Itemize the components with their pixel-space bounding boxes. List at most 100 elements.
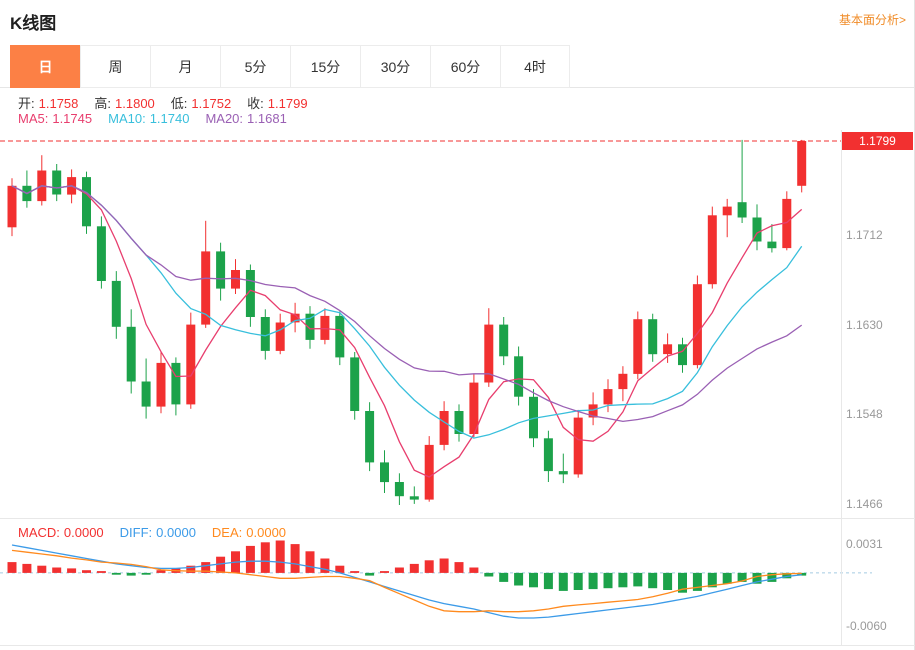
candle-body xyxy=(603,389,613,405)
candle-body xyxy=(588,404,598,418)
macd-bar xyxy=(7,562,17,573)
period-tabs: 日周月 5分 15分 30分 60分 4时 xyxy=(0,45,914,88)
ma20-line xyxy=(11,185,803,423)
candle-body xyxy=(439,411,449,445)
tab-周[interactable]: 周 xyxy=(80,45,150,88)
macd-axis-label: 0.0031 xyxy=(846,537,883,551)
macd-bar xyxy=(67,568,77,573)
candle-body xyxy=(52,170,62,195)
candle-body xyxy=(111,280,121,327)
candle-body xyxy=(141,381,151,407)
candle-body xyxy=(126,326,136,382)
candle-body xyxy=(171,362,181,405)
candle-body xyxy=(573,417,583,475)
legend-item: DEA: 0.0000 xyxy=(211,525,287,540)
macd-legend: MACD: 0.0000 DIFF: 0.0000 DEA: 0.0000 xyxy=(18,525,286,540)
main-chart-canvas[interactable] xyxy=(0,130,841,518)
candle-body xyxy=(558,471,568,475)
macd-bar xyxy=(558,572,568,591)
candle-body xyxy=(722,206,732,216)
candle-body xyxy=(529,396,538,439)
candle-body xyxy=(216,251,226,289)
tab-15分[interactable]: 15分 xyxy=(290,45,360,88)
macd-bar xyxy=(126,572,136,576)
candle-body xyxy=(96,226,106,281)
macd-bar xyxy=(469,567,479,573)
macd-bar xyxy=(96,571,106,573)
tab-5分[interactable]: 5分 xyxy=(220,45,290,88)
ma10-line xyxy=(11,185,803,439)
macd-bar xyxy=(692,572,702,591)
macd-bar xyxy=(290,544,300,573)
candle-body xyxy=(394,482,404,497)
macd-bar xyxy=(305,551,315,573)
macd-bar xyxy=(186,565,196,573)
macd-bar xyxy=(618,572,628,588)
tab-30分[interactable]: 30分 xyxy=(360,45,430,88)
ma5-line xyxy=(11,185,803,478)
macd-bar xyxy=(409,563,419,573)
macd-bar xyxy=(603,572,613,589)
tab-4时[interactable]: 4时 xyxy=(500,45,570,88)
candle-body xyxy=(380,462,389,483)
ma-legend: MA5: 1.1745 MA10: 1.1740 MA20: 1.1681 xyxy=(18,111,287,126)
candle-body xyxy=(469,382,479,434)
candle-body xyxy=(767,241,777,249)
macd-bar xyxy=(245,545,255,573)
macd-bar xyxy=(663,572,673,590)
candle-body xyxy=(201,251,211,325)
candle-body xyxy=(618,373,628,390)
legend-item: 高: 1.1800 xyxy=(94,96,155,111)
chart-region: 开: 1.1758 高: 1.1800 低: 1.1752 收: 1.1799 MA5: 1.1… xyxy=(0,88,915,650)
titlebar: K线图 基本面分析> xyxy=(0,0,914,45)
fundamental-analysis-link[interactable]: 基本面分析> xyxy=(838,13,906,27)
macd-bar xyxy=(722,572,732,584)
legend-item: 开: 1.1758 xyxy=(18,96,79,111)
candle-body xyxy=(737,202,747,218)
candle-body xyxy=(514,356,524,397)
macd-bar xyxy=(82,570,91,573)
macd-bar xyxy=(424,560,434,573)
macd-bar xyxy=(37,565,47,573)
candle-body xyxy=(231,270,240,289)
candle-body xyxy=(454,411,464,434)
dea-line xyxy=(11,549,802,613)
candle-body xyxy=(678,344,687,366)
candle-body xyxy=(186,324,196,405)
macd-bar xyxy=(633,572,643,587)
tab-60分[interactable]: 60分 xyxy=(430,45,500,88)
page-title: K线图 xyxy=(10,14,57,33)
panel-divider xyxy=(0,518,915,519)
tab-月[interactable]: 月 xyxy=(150,45,220,88)
macd-bar xyxy=(484,572,494,577)
macd-bar xyxy=(767,572,777,582)
legend-item: 低: 1.1752 xyxy=(170,96,232,111)
candle-body xyxy=(320,315,330,340)
candle-body xyxy=(335,315,345,358)
macd-chart-canvas[interactable] xyxy=(0,520,880,645)
candle-body xyxy=(752,217,762,242)
macd-bar xyxy=(52,567,62,573)
diff-line xyxy=(11,544,802,619)
candle-body xyxy=(275,322,285,351)
candle-body xyxy=(797,141,807,186)
macd-bar xyxy=(320,558,330,573)
candle-body xyxy=(409,496,419,500)
tab-日[interactable]: 日 xyxy=(10,45,80,88)
y-axis-label: 1.1466 xyxy=(846,497,883,511)
candle-body xyxy=(663,344,673,355)
macd-bar xyxy=(380,571,389,573)
macd-bar xyxy=(365,572,375,576)
macd-bar xyxy=(22,563,32,573)
macd-bar xyxy=(678,572,687,593)
macd-bar xyxy=(514,572,524,586)
macd-axis-label: -0.0060 xyxy=(846,619,887,633)
candle-body xyxy=(305,313,315,340)
macd-bar xyxy=(335,565,345,573)
macd-bar xyxy=(752,572,762,584)
macd-bar xyxy=(350,571,360,573)
macd-bar xyxy=(543,572,553,590)
candle-body xyxy=(290,313,300,323)
legend-item: MA10: 1.1740 xyxy=(108,111,190,126)
